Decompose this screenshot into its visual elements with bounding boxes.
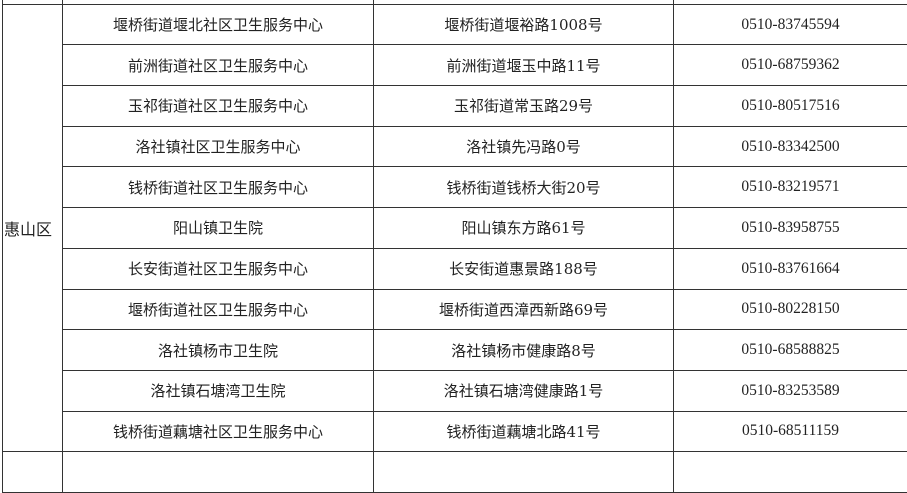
center-name-cell: 洛社镇社区卫生服务中心: [63, 126, 374, 167]
phone-cell: 0510-68511159: [674, 411, 907, 452]
address-cell: 洛社镇杨市健康路8号: [374, 330, 674, 371]
address-cell: 长安街道惠景路188号: [374, 248, 674, 289]
phone-cell: 0510-83958755: [674, 208, 907, 249]
phone-cell: 0510-68588825: [674, 330, 907, 371]
center-name-cell: 阳山镇卫生院: [63, 208, 374, 249]
phone-cell: 0510-68759362: [674, 45, 907, 86]
phone-cell: 0510-83342500: [674, 126, 907, 167]
phone-cell: 0510-80517516: [674, 86, 907, 127]
address-cell: 堰桥街道堰裕路1008号: [374, 4, 674, 45]
center-name-cell: 钱桥街道社区卫生服务中心: [63, 167, 374, 208]
address-cell: 玉祁街道常玉路29号: [374, 86, 674, 127]
phone-cell: 0510-83219571: [674, 167, 907, 208]
address-cell: 洛社镇石塘湾健康路1号: [374, 370, 674, 411]
phone-cell: 0510-83745594: [674, 4, 907, 45]
phone-cell: 0510-83253589: [674, 370, 907, 411]
phone-cell: 0510-83761664: [674, 248, 907, 289]
table-row-partial-bottom: [3, 452, 907, 493]
center-name-cell: 洛社镇石塘湾卫生院: [63, 370, 374, 411]
center-name-cell: 长安街道社区卫生服务中心: [63, 248, 374, 289]
address-cell: 钱桥街道钱桥大街20号: [374, 167, 674, 208]
center-name-cell: 前洲街道社区卫生服务中心: [63, 45, 374, 86]
address-cell: 钱桥街道藕塘北路41号: [374, 411, 674, 452]
address-cell: 堰桥街道西漳西新路69号: [374, 289, 674, 330]
district-cell: 惠山区: [3, 4, 63, 452]
phone-cell: 0510-80228150: [674, 289, 907, 330]
center-name-cell: 洛社镇杨市卫生院: [63, 330, 374, 371]
address-cell: 前洲街道堰玉中路11号: [374, 45, 674, 86]
address-cell: 洛社镇先冯路0号: [374, 126, 674, 167]
center-name-cell: 玉祁街道社区卫生服务中心: [63, 86, 374, 127]
address-cell: 阳山镇东方路61号: [374, 208, 674, 249]
center-name-cell: 堰桥街道堰北社区卫生服务中心: [63, 4, 374, 45]
center-name-cell: 堰桥街道社区卫生服务中心: [63, 289, 374, 330]
center-name-cell: 钱桥街道藕塘社区卫生服务中心: [63, 411, 374, 452]
